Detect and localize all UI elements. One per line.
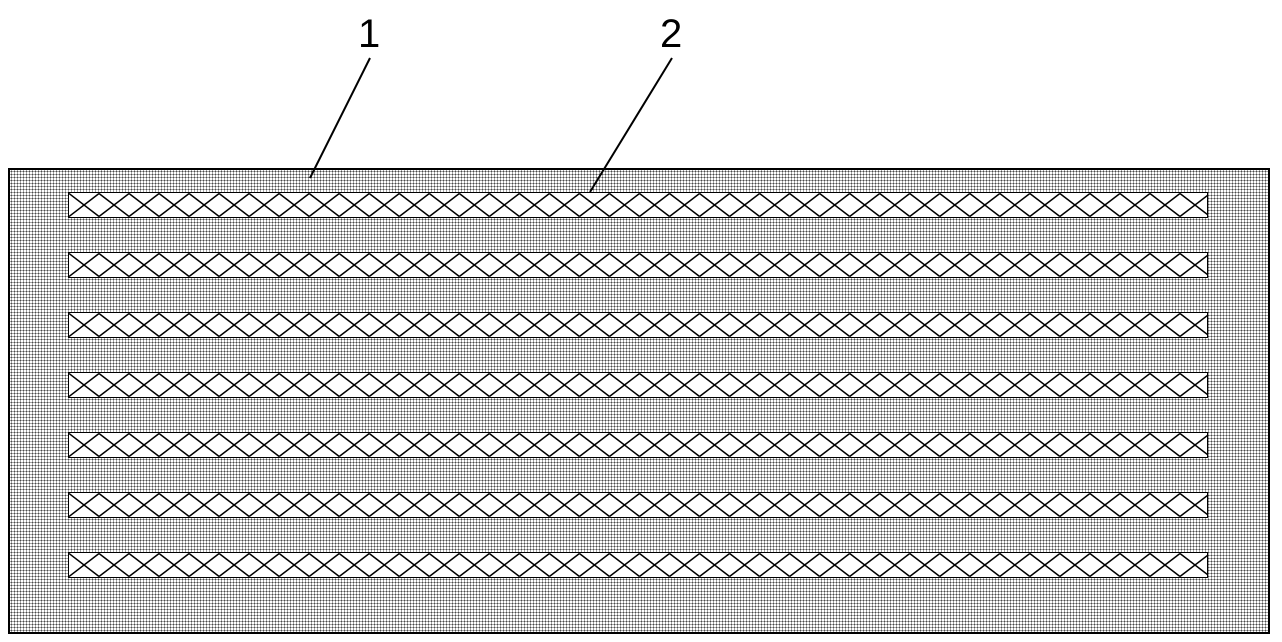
- callout-label: 1: [358, 12, 380, 57]
- hatched-layer: [68, 312, 1208, 338]
- leader-line: [310, 58, 370, 178]
- hatch-pattern: [69, 373, 1207, 397]
- hatched-layer: [68, 372, 1208, 398]
- hatch-pattern: [69, 433, 1207, 457]
- hatch-pattern: [69, 553, 1207, 577]
- callout-label: 2: [660, 12, 682, 57]
- hatch-pattern: [69, 193, 1207, 217]
- hatched-layer: [68, 552, 1208, 578]
- hatch-pattern: [69, 493, 1207, 517]
- hatched-layer: [68, 432, 1208, 458]
- hatch-pattern: [69, 253, 1207, 277]
- panel-outer: [8, 168, 1270, 634]
- hatched-layer: [68, 492, 1208, 518]
- hatched-layer: [68, 252, 1208, 278]
- diagram-canvas: 12: [0, 0, 1282, 642]
- hatch-pattern: [69, 313, 1207, 337]
- hatched-layer: [68, 192, 1208, 218]
